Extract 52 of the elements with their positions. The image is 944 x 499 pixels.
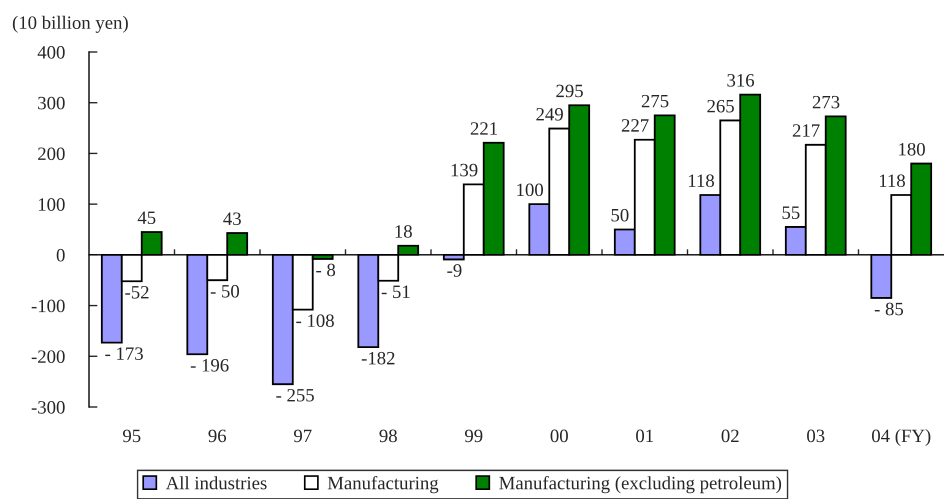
data-label: 18 <box>396 225 412 238</box>
data-label: 249 <box>536 108 563 121</box>
data-label: 118 <box>688 174 714 188</box>
data-label: - 108 <box>296 314 334 327</box>
y-tick-label: 400 <box>38 46 65 59</box>
legend-label: Manufacturing <box>328 476 438 494</box>
x-tick-label: 04 (FY) <box>872 429 930 446</box>
data-label: - 51 <box>382 286 410 298</box>
data-label: - 85 <box>874 302 904 316</box>
data-label: 227 <box>622 119 649 132</box>
data-label: 316 <box>727 74 754 87</box>
y-tick-label: -300 <box>32 401 65 414</box>
legend-label: All industries <box>166 476 267 490</box>
x-tick-label: 01 <box>636 430 653 442</box>
data-label: 100 <box>517 184 544 196</box>
y-tick-label: 0 <box>56 248 65 262</box>
data-label: 221 <box>470 122 497 135</box>
data-label: 275 <box>642 94 668 108</box>
x-tick-label: 00 <box>550 430 568 442</box>
data-label: 295 <box>556 84 583 98</box>
x-tick-label: 03 <box>807 430 824 442</box>
y-axis-title: (10 billion yen) <box>12 16 128 33</box>
data-label: - 255 <box>276 388 314 402</box>
data-label: 180 <box>899 142 925 156</box>
x-tick-label: 95 <box>122 430 140 442</box>
x-tick-label: 99 <box>464 430 482 442</box>
data-label: - 50 <box>210 284 240 298</box>
data-label: - 196 <box>190 359 229 372</box>
data-label: 217 <box>792 124 820 137</box>
data-label: 265 <box>707 100 734 112</box>
data-label: -9 <box>447 264 462 277</box>
legend-label: Manufacturing (excluding petroleum) <box>499 476 782 494</box>
data-label: - 173 <box>105 347 143 360</box>
data-label: 139 <box>452 164 478 176</box>
data-label: 43 <box>223 212 241 226</box>
y-tick-label: 300 <box>38 96 65 110</box>
x-tick-label: 97 <box>294 430 312 442</box>
data-label: - 8 <box>316 264 336 276</box>
data-label: -52 <box>125 286 149 299</box>
data-label: -182 <box>362 352 394 365</box>
data-label: 50 <box>612 208 629 222</box>
x-tick-label: 02 <box>722 430 739 442</box>
data-label: 45 <box>138 212 156 224</box>
y-tick-label: 200 <box>38 147 65 160</box>
data-label: 118 <box>880 174 905 188</box>
y-tick-label: 100 <box>38 198 65 211</box>
data-label: 273 <box>812 96 840 108</box>
x-tick-label: 96 <box>208 430 226 442</box>
y-tick-label: -200 <box>32 350 65 363</box>
x-tick-label: 98 <box>379 430 397 442</box>
y-tick-label: -100 <box>32 300 65 312</box>
data-label: 55 <box>782 206 800 219</box>
